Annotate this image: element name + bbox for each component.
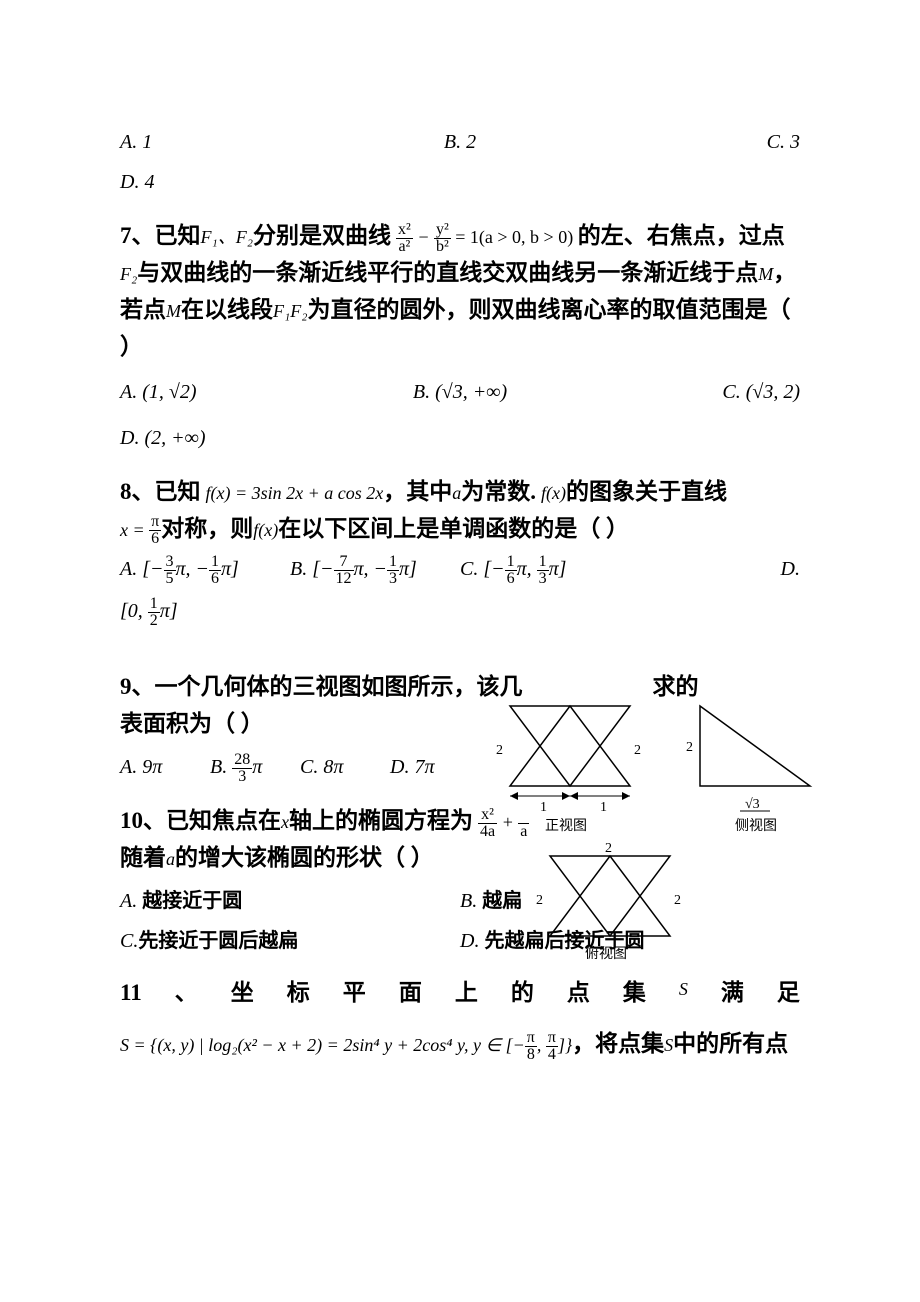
q9-opt-d: D. 7π <box>390 751 480 785</box>
q6-option-d: D. 4 <box>120 166 800 198</box>
svg-text:√3: √3 <box>745 797 760 812</box>
q7-f2: F₂ <box>120 264 137 284</box>
q8-opt-d-label: D. <box>630 553 800 585</box>
q7-f1f2: F₁、F₂ <box>201 227 254 247</box>
q7-opt-c: C. (√3, 2) <box>573 376 800 408</box>
q9-opt-a: A. 9π <box>120 751 210 785</box>
svg-text:1: 1 <box>600 800 607 815</box>
q7-t6: 在以线段 <box>181 297 273 322</box>
q7-opt-d: D. (2, +∞) <box>120 422 800 454</box>
svg-text:2: 2 <box>686 740 693 755</box>
svg-text:2: 2 <box>674 893 681 908</box>
q7-number: 7、 <box>120 223 155 248</box>
q8-opt-b: B. [−712π, −13π] <box>290 553 460 587</box>
q11-line2: S = {(x, y) | log₂(x² − x + 2) = 2sin⁴ y… <box>120 1026 800 1063</box>
q9-opt-b: B. 283π <box>210 751 300 785</box>
q7: 7、已知F₁、F₂分别是双曲线 x²a² − y²b² = 1(a > 0, b… <box>120 218 800 366</box>
q7-t3: 的左、右焦点，过点 <box>578 223 785 248</box>
q8-opt-d: [0, 12π] <box>120 595 800 629</box>
q7-m: M <box>758 264 773 284</box>
svg-text:俯视图: 俯视图 <box>585 946 627 962</box>
three-views-diagram: 1 1 2 2 正视图 2 √3 侧视图 2 2 2 俯视图 <box>480 696 840 986</box>
q6-option-a: A. 1 <box>120 126 347 158</box>
svg-text:2: 2 <box>634 743 641 758</box>
q6-option-b: B. 2 <box>347 126 574 158</box>
svg-text:2: 2 <box>536 893 543 908</box>
q8-opt-a: A. [−35π, −16π] <box>120 553 290 587</box>
q10-opt-c: C.先接近于圆后越扁 <box>120 925 460 957</box>
q6-options-row-1: A. 1 B. 2 C. 3 <box>120 126 800 158</box>
svg-text:1: 1 <box>540 800 547 815</box>
q8-opt-c: C. [−16π, 13π] <box>460 553 630 587</box>
q6-option-c: C. 3 <box>573 126 800 158</box>
q7-t1: 已知 <box>155 223 201 248</box>
q7-f1f2-2: F₁F₂ <box>273 301 308 321</box>
q7-eq: x²a² − y²b² = 1(a > 0, b > 0) <box>396 227 578 247</box>
q7-t4: 与双曲线的一条渐近线平行的直线交双曲线另一条渐近线于点 <box>137 260 758 285</box>
q8: 8、已知 f(x) = 3sin 2x + a cos 2x，其中a为常数. f… <box>120 474 800 548</box>
q10-opt-a: A. 越接近于圆 <box>120 885 460 917</box>
q7-m2: M <box>166 301 181 321</box>
svg-text:正视图: 正视图 <box>545 818 587 834</box>
svg-text:侧视图: 侧视图 <box>735 818 777 834</box>
q10-number: 10、 <box>120 808 166 833</box>
svg-text:2: 2 <box>496 743 503 758</box>
q7-t2: 分别是双曲线 <box>253 223 391 248</box>
q7-opt-a: A. (1, √2) <box>120 376 347 408</box>
three-views-svg: 1 1 2 2 正视图 2 √3 侧视图 2 2 2 俯视图 <box>480 696 840 976</box>
q9-opt-c: C. 8π <box>300 751 390 785</box>
svg-text:2: 2 <box>605 841 612 856</box>
q8-number: 8、 <box>120 479 155 504</box>
q9-number: 9、 <box>120 674 155 699</box>
q7-opt-b: B. (√3, +∞) <box>347 376 574 408</box>
